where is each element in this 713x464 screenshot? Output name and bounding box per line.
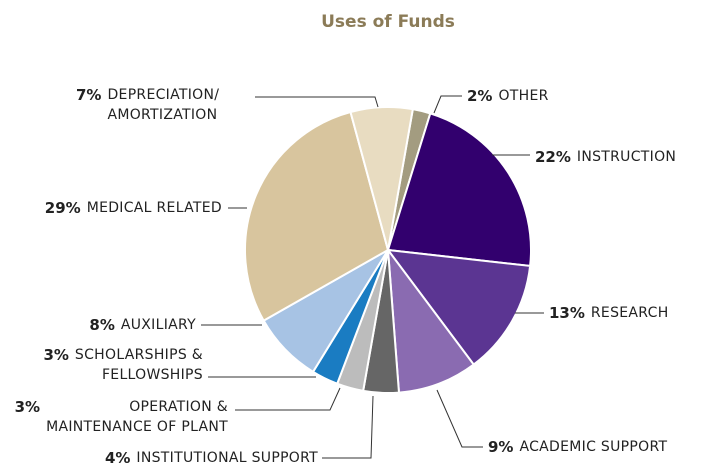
slice-label: 22% INSTRUCTION [535,147,676,167]
category-label: INSTRUCTION [576,149,677,165]
percent-label: 3% [43,346,69,364]
category-label: OTHER [498,88,549,104]
leader-line [235,387,341,411]
percent-label: 3% [14,398,41,416]
percent-label: 13% [549,304,585,322]
slice-label: 4% INSTITUTIONAL SUPPORT [105,448,318,464]
pie-slice [349,106,414,251]
category-label: ACADEMIC SUPPORT [519,439,668,455]
leader-line [322,395,374,459]
percent-label: 4% [104,449,131,464]
pie-slice [244,110,390,322]
leader-line [436,389,483,448]
category-label: SCHOLARSHIPS & FELLOWSHIPS [74,347,203,383]
slice-label: 3% SCHOLARSHIPS & FELLOWSHIPS [43,345,203,385]
percent-label: 7% [76,86,102,104]
category-label: OPERATION & MAINTENANCE OF PLANT [46,399,228,435]
slice-label: 7% DEPRECIATION/ AMORTIZATION [76,85,219,125]
percent-label: 29% [44,199,81,217]
category-label: INSTITUTIONAL SUPPORT [136,450,318,464]
slice-label: 29% MEDICAL RELATED [45,198,222,218]
pie-slice [386,112,532,268]
pie-slice [386,246,476,394]
category-label: AUXILIARY [120,317,196,333]
category-label: DEPRECIATION/ AMORTIZATION [107,87,220,123]
percent-label: 8% [89,316,115,334]
slice-label: 9% ACADEMIC SUPPORT [488,437,667,457]
pie-slice [385,248,532,366]
category-label: MEDICAL RELATED [86,200,222,216]
leader-line [433,95,462,114]
slice-label: 8% AUXILIARY [89,315,196,335]
percent-label: 9% [488,438,514,456]
percent-label: 2% [467,87,493,105]
slice-label: 13% RESEARCH [549,303,669,323]
chart-title: Uses of Funds [321,12,455,32]
leader-line [255,96,379,108]
slice-label: 3% OPERATION & MAINTENANCE OF PLANT [15,397,228,437]
slice-label: 2% OTHER [467,86,549,106]
percent-label: 22% [535,148,571,166]
category-label: RESEARCH [590,305,669,321]
